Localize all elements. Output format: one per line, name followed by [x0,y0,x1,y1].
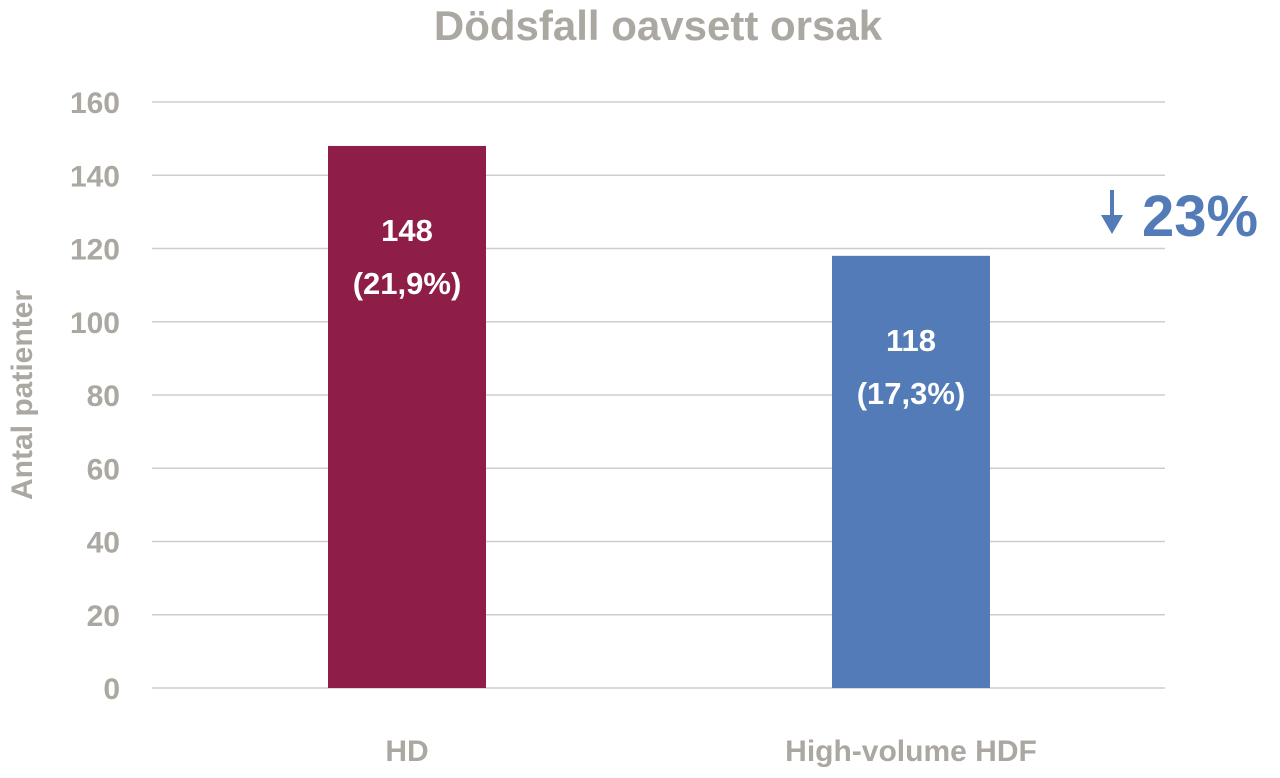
y-tick-label: 60 [87,453,120,486]
bar-hd [328,145,486,688]
y-tick-label: 120 [70,234,120,267]
y-tick-label: 0 [103,673,120,706]
x-axis-categories: HD High-volume HDF [385,735,1037,768]
y-axis-label: Antal patienter [6,290,39,500]
bar-value-label: 118 [886,323,936,358]
bars [328,145,990,688]
y-tick-label: 20 [87,600,120,633]
y-tick-label: 40 [87,527,120,560]
y-tick-label: 100 [70,307,120,340]
bar-high-volume-hdf [832,255,990,688]
y-tick-label: 80 [87,380,120,413]
y-tick-label: 160 [70,87,120,120]
reduction-annotation: 23% [1101,184,1258,249]
y-tick-label: 140 [70,160,120,193]
bar-percent-label: (17,3%) [857,376,966,411]
x-category-label: HD [385,735,428,768]
chart-title: Dödsfall oavsett orsak [434,2,883,49]
reduction-percent: 23% [1142,184,1258,249]
gridlines [152,101,1165,689]
y-axis-ticks: 0 20 40 60 80 100 120 140 160 [70,87,120,706]
bar-percent-label: (21,9%) [353,266,462,301]
bar-value-label: 148 [381,213,433,248]
bar-labels: 148 (21,9%) 118 (17,3%) [353,213,966,411]
arrow-down-icon [1101,190,1123,234]
x-category-label: High-volume HDF [785,735,1037,768]
